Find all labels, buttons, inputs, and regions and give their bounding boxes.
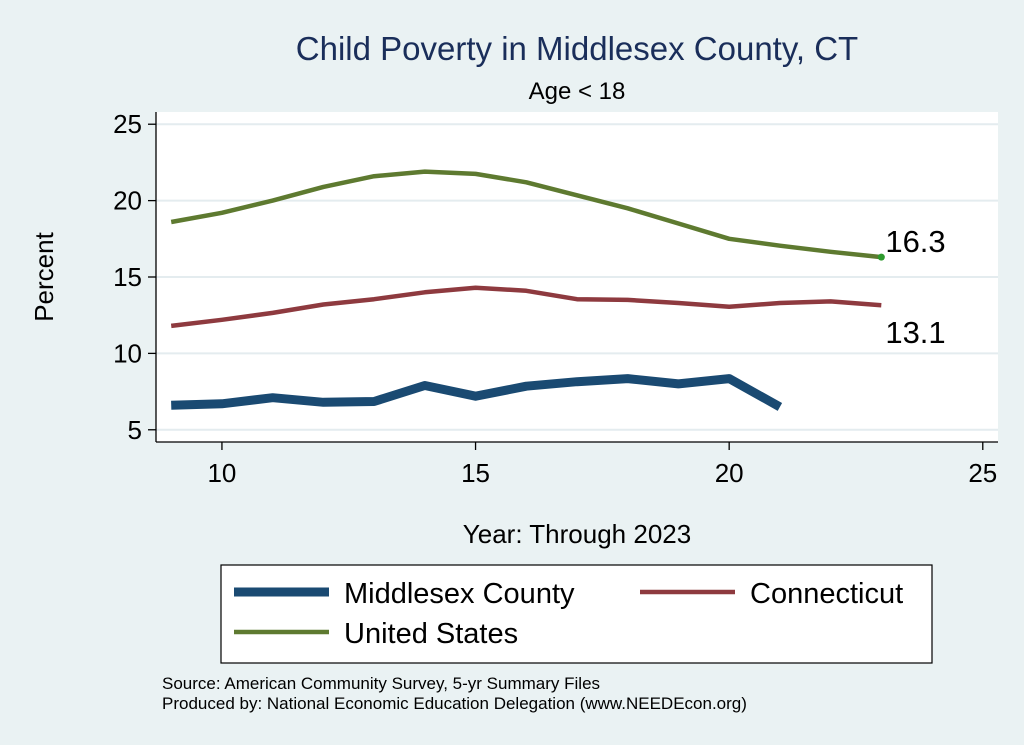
end-labels: 16.3 13.1 bbox=[877, 224, 946, 350]
chart-subtitle: Age < 18 bbox=[529, 78, 626, 105]
y-tick-label-15: 15 bbox=[113, 262, 142, 292]
x-tick-label-10: 10 bbox=[207, 458, 236, 488]
end-value-label-13-1: 13.1 bbox=[885, 315, 945, 350]
y-tick-label-25: 25 bbox=[113, 109, 142, 139]
legend-label-connecticut: Connecticut bbox=[750, 578, 903, 610]
legend-label-united-states: United States bbox=[344, 618, 518, 650]
x-tick-label-20: 20 bbox=[715, 458, 744, 488]
producer-note: Produced by: National Economic Education… bbox=[162, 694, 747, 713]
series-line-united-states bbox=[170, 169, 882, 260]
y-tick-label-20: 20 bbox=[113, 186, 142, 216]
end-value-label-16-3: 16.3 bbox=[885, 224, 945, 259]
chart-title: Child Poverty in Middlesex County, CT bbox=[296, 30, 858, 67]
gridlines bbox=[156, 123, 998, 431]
end-point-marker bbox=[877, 253, 885, 261]
x-tick-label-25: 25 bbox=[968, 458, 997, 488]
axis-ticks: 5 10 15 20 25 10 15 20 25 bbox=[113, 109, 997, 488]
x-tick-label-15: 15 bbox=[461, 458, 490, 488]
series-line-connecticut bbox=[170, 285, 882, 329]
series-line-middlesex-county bbox=[171, 374, 783, 411]
series-lines bbox=[170, 169, 882, 411]
source-note: Source: American Community Survey, 5-yr … bbox=[162, 674, 600, 693]
y-tick-label-10: 10 bbox=[113, 338, 142, 368]
legend-label-middlesex-county: Middlesex County bbox=[344, 578, 575, 610]
x-axis-label: Year: Through 2023 bbox=[463, 519, 691, 549]
y-tick-label-5: 5 bbox=[128, 415, 142, 445]
legend: Middlesex County Connecticut United States bbox=[234, 578, 903, 650]
legend-box bbox=[220, 564, 933, 664]
y-axis-label: Percent bbox=[29, 231, 59, 321]
